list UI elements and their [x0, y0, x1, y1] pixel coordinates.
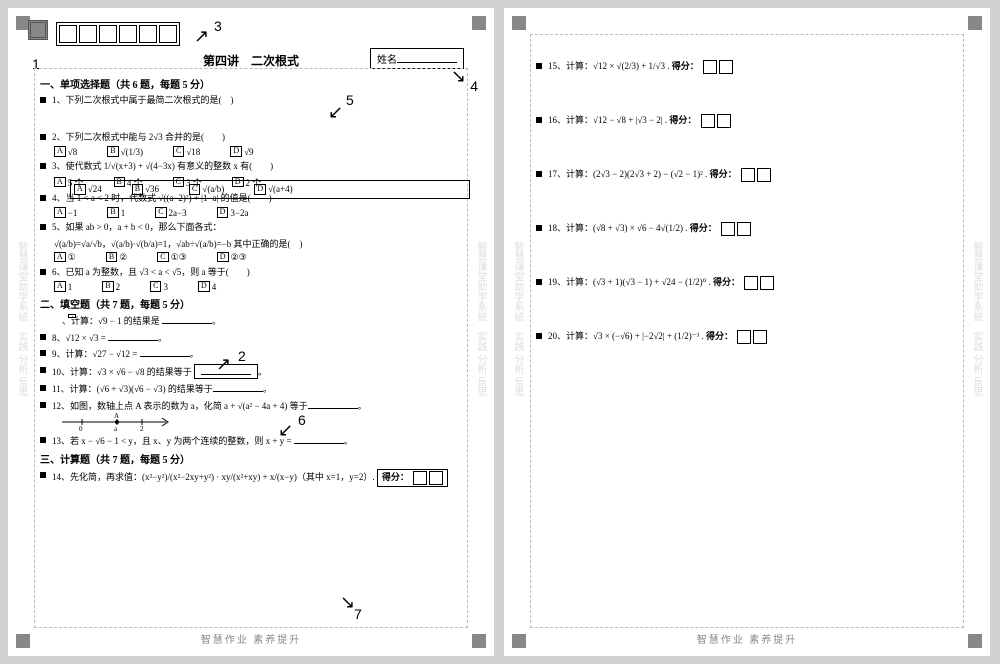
- score-input[interactable]: [721, 222, 751, 236]
- q2-D: √9: [244, 147, 253, 157]
- q1-option-box: A√24 B√36 C√(a/b) D√(a+4): [70, 180, 470, 199]
- q5-B: ②: [119, 252, 127, 263]
- q6-text: 6、已知 a 为整数，且 √3 < a < √5，则 a 等于( ): [52, 266, 462, 279]
- q4-B: 1: [121, 208, 126, 218]
- q16-text: 16、计算：√12 − √8 + |√3 − 2| .: [548, 115, 669, 125]
- q1-text: 1、下列二次根式中属于最简二次根式的是( ): [52, 94, 462, 107]
- section-1-heading: 一、单项选择题（共 6 题，每题 5 分）: [40, 76, 462, 91]
- q5-C: ①③: [171, 252, 187, 263]
- q10-text: 10、计算：√3 × √6 − √8 的结果等于: [52, 367, 192, 377]
- q9-text: 9、计算：√27 − √12 =: [52, 349, 140, 359]
- svg-text:A: A: [114, 413, 119, 420]
- q5-D: ②③: [231, 252, 247, 263]
- q6-A: 1: [68, 282, 73, 292]
- q2-B: √(1/3): [121, 147, 143, 157]
- q2-C: √18: [186, 147, 200, 157]
- q14-text: 14、先化简，再求值：(x²−y²)/(x²−2xy+y²) · xy/(x²+…: [52, 472, 377, 482]
- q14-score-box: 得分：: [377, 469, 448, 487]
- annot-4: 4: [470, 78, 478, 94]
- score-input[interactable]: [703, 60, 733, 74]
- section-3-heading: 三、计算题（共 7 题，每题 5 分）: [40, 451, 462, 466]
- q7-marker-box: [68, 314, 76, 318]
- score-label: 得分：: [672, 61, 699, 71]
- score-label: 得分：: [690, 223, 717, 233]
- svg-text:0: 0: [79, 425, 83, 431]
- number-line-icon: 0 Aa 2: [62, 413, 172, 431]
- score-label: 得分：: [706, 331, 733, 341]
- q4-A: −1: [68, 208, 78, 218]
- q10-answer-box: [194, 364, 258, 380]
- q7-text: 、计算：√9 − 1 的结果是: [62, 316, 160, 326]
- watermark-right: 智慧课堂助学系统 实践 分析 反思: [473, 242, 488, 397]
- q17-text: 17、计算：(2√3 − 2)(2√3 + 2) − (√2 − 1)² .: [548, 169, 710, 179]
- q5-sub: √(a/b)=√a/√b，√(a/b)·√(b/a)=1，√ab÷√(a/b)=…: [54, 237, 462, 250]
- q19-text: 19、计算：(√3 + 1)(√3 − 1) + √24 − (1/2)⁰ .: [548, 277, 713, 287]
- q6-B: 2: [116, 282, 121, 292]
- q18-text: 18、计算：(√8 + √3) × √6 − 4√(1/2) .: [548, 223, 690, 233]
- q2-text: 2、下列二次根式中能与 2√3 合并的是( ): [52, 131, 462, 144]
- q15-text: 15、计算：√12 × √(2/3) + 1/√3 .: [548, 61, 672, 71]
- align-mark-tr: [968, 16, 982, 30]
- q6-D: 4: [212, 282, 217, 292]
- lecture-title: 第四讲 二次根式: [8, 52, 494, 69]
- q6-C: 3: [163, 282, 168, 292]
- score-input[interactable]: [741, 168, 771, 182]
- q1-A: √24: [88, 184, 102, 194]
- score-label: 得分：: [669, 115, 696, 125]
- svg-text:2: 2: [140, 425, 144, 431]
- q13-text: 13、若 x − √6 − 1 < y，且 x、y 为两个连续的整数，则 x +…: [52, 436, 294, 446]
- score-input[interactable]: [744, 276, 774, 290]
- q4-D: 3−2a: [230, 208, 248, 218]
- svg-text:a: a: [114, 425, 118, 431]
- score-label: 得分：: [710, 169, 737, 179]
- score-input[interactable]: [413, 471, 443, 485]
- q2-A: √8: [68, 147, 77, 157]
- q1-D: √(a+4): [268, 184, 293, 194]
- q3-text: 3、使代数式 1/√(x+3) + √(4−3x) 有意义的整数 x 有( ): [52, 160, 462, 173]
- section-2-heading: 二、填空题（共 7 题，每题 5 分）: [40, 296, 462, 311]
- watermark-left: 智慧课堂助学系统 实践 分析 反思: [510, 242, 525, 397]
- arrow-3: ↗: [194, 26, 209, 47]
- page1-content: 一、单项选择题（共 6 题，每题 5 分） 1、下列二次根式中属于最简二次根式的…: [40, 72, 462, 620]
- score-label: 得分：: [713, 277, 740, 287]
- align-mark-tl: [512, 16, 526, 30]
- q20-text: 20、计算：√3 × (−√6) + |−2√2| + (1/2)⁻³ .: [548, 331, 706, 341]
- student-id-boxes[interactable]: [56, 22, 180, 46]
- footer-text: 智慧作业 素养提升: [8, 631, 494, 646]
- q11-text: 11、计算：(√6 + √3)(√6 − √3) 的结果等于: [52, 384, 213, 394]
- q8-text: 8、√12 × √3 =: [52, 333, 108, 343]
- q4-C: 2a−3: [169, 208, 187, 218]
- annot-3: 3: [214, 18, 222, 34]
- page2-content: 15、计算：√12 × √(2/3) + 1/√3 . 得分： 16、计算：√1…: [536, 40, 958, 620]
- q5-A: ①: [68, 252, 76, 263]
- score-input[interactable]: [701, 114, 731, 128]
- align-mark-tr: [472, 16, 486, 30]
- watermark-left: 智慧课堂助学系统 实践 分析 反思: [14, 242, 29, 397]
- watermark-right: 智慧课堂助学系统 实践 分析 反思: [969, 242, 984, 397]
- q12-text: 12、如图，数轴上点 A 表示的数为 a，化简 a + √(a² − 4a + …: [52, 401, 308, 411]
- q1-C: √(a/b): [202, 184, 224, 194]
- score-input[interactable]: [737, 330, 767, 344]
- id-block-icon: [28, 20, 48, 40]
- q1-B: √36: [145, 184, 159, 194]
- q5-text: 5、如果 ab > 0，a + b < 0，那么下面各式：: [52, 221, 462, 234]
- footer-text: 智慧作业 素养提升: [504, 631, 990, 646]
- page-1: 智慧课堂助学系统 实践 分析 反思 智慧课堂助学系统 实践 分析 反思 1 ↗ …: [8, 8, 494, 656]
- page-2: 智慧课堂助学系统 实践 分析 反思 智慧课堂助学系统 实践 分析 反思 15、计…: [504, 8, 990, 656]
- score-label: 得分：: [382, 472, 409, 482]
